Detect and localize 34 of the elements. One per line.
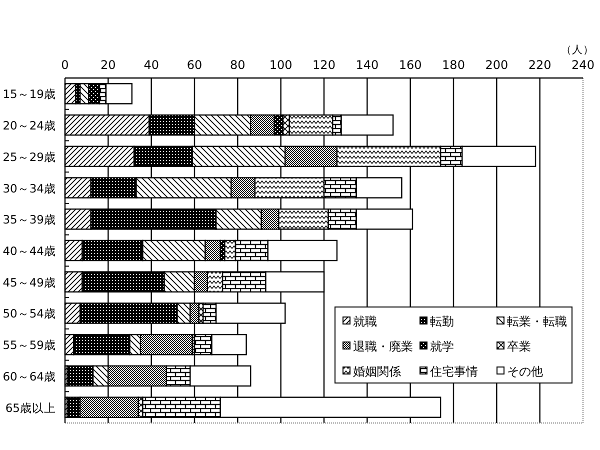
x-tick-label: 100 — [269, 58, 292, 72]
y-tick-label: 30～34歳 — [2, 181, 56, 196]
x-tick-label: 160 — [398, 58, 422, 72]
legend-label: 婚姻関係 — [353, 364, 401, 378]
x-tick-label: 0 — [61, 58, 69, 72]
x-tick-label: 180 — [442, 58, 465, 72]
legend-label: 卒業 — [507, 340, 531, 354]
x-tick-label: 60 — [186, 58, 202, 72]
y-tick-label: 50～54歳 — [2, 306, 56, 321]
legend-label: 転業・転職 — [507, 314, 567, 328]
x-tick-label: 20 — [100, 58, 116, 72]
legend-label: その他 — [507, 364, 543, 378]
y-tick-label: 55～59歳 — [2, 338, 56, 352]
x-tick-label: 240 — [572, 58, 594, 72]
legend-label: 転勤 — [430, 314, 454, 328]
x-tick-label: 200 — [485, 58, 508, 72]
legend-label: 就学 — [430, 340, 454, 354]
x-tick-label: 140 — [356, 58, 379, 72]
legend-label: 住宅事情 — [429, 364, 478, 378]
y-tick-label: 60～64歳 — [2, 369, 56, 384]
x-tick-label: 80 — [230, 58, 246, 72]
x-tick-label: 220 — [528, 58, 552, 72]
y-tick-label: 35～39歳 — [2, 212, 56, 227]
legend-label: 就職 — [353, 314, 377, 328]
x-tick-label: 40 — [144, 58, 159, 72]
y-tick-label: 45～49歳 — [2, 275, 56, 290]
legend-label: 退職・廃業 — [353, 340, 413, 354]
y-tick-label: 40～44歳 — [2, 244, 56, 258]
y-tick-label: 65歳以上 — [5, 400, 56, 415]
y-tick-label: 15～19歳 — [2, 87, 56, 102]
x-axis-title: （人） — [561, 44, 594, 56]
y-tick-label: 25～29歳 — [2, 150, 56, 164]
y-tick-label: 20～24歳 — [2, 118, 56, 133]
x-tick-label: 120 — [312, 58, 336, 72]
